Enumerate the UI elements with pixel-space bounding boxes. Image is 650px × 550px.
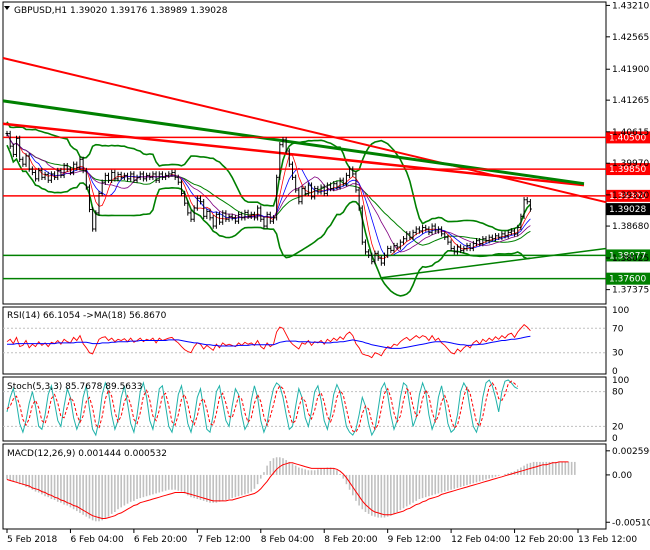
time-axis-label: 8 Feb 04:00 <box>261 535 315 545</box>
stoch-title: Stoch(5,3,3) 85.7678 89.5633 <box>7 382 142 392</box>
macd-axis-label: -0.005104 <box>612 518 650 528</box>
level-label: 1.39300 <box>609 192 646 202</box>
price-panel-frame <box>2 1 607 305</box>
stoch-axis-label: 100 <box>612 376 629 386</box>
level-tag <box>606 272 650 285</box>
rsi-title: RSI(14) 66.1054 ->MA(18) 56.8670 <box>7 311 167 321</box>
macd-title: MACD(12,26,9) 0.001444 0.000532 <box>7 449 167 459</box>
level-tag <box>606 189 650 202</box>
stoch-axis-label: 0 <box>612 434 618 444</box>
stoch-axis-label: 80 <box>612 388 624 398</box>
macd-panel <box>6 457 576 522</box>
time-axis-label: 6 Feb 20:00 <box>134 535 188 545</box>
level-label: 1.39850 <box>609 165 646 175</box>
time-axis-label: 7 Feb 12:00 <box>197 535 251 545</box>
axis-labels: 1.43210 1.42565 1.41900 1.41265 1.40615 1.399… <box>6 1 650 545</box>
macd-signal-line <box>6 461 569 519</box>
rsi-axis-label: 30 <box>612 349 624 359</box>
green-support-trendline <box>381 247 607 279</box>
price-axis-label: 1.41265 <box>612 96 649 106</box>
price-axis-label: 1.43210 <box>612 1 649 11</box>
macd-axis-label: 0.00 <box>612 471 632 481</box>
price-axis-label: 1.38025 <box>612 254 649 264</box>
price-axis-label: 1.40615 <box>612 128 649 138</box>
stoch-panel-frame <box>2 376 607 442</box>
green-trendline <box>2 99 585 186</box>
macd-panel-frame <box>2 443 607 530</box>
bollinger-upper-line <box>6 121 531 232</box>
time-axis-label: 9 Feb 12:00 <box>388 535 442 545</box>
macd-axis-label: 0.002596 <box>612 447 650 457</box>
level-tag <box>606 131 650 144</box>
rsi-panel <box>3 323 606 359</box>
rsi-axis-label: 100 <box>612 306 629 316</box>
last-price-tag <box>606 203 650 216</box>
time-axis-label: 12 Feb 04:00 <box>451 535 510 545</box>
time-axis-label: 12 Feb 20:00 <box>515 535 574 545</box>
price-axis-label: 1.38680 <box>612 222 649 232</box>
stoch-axis-label: 20 <box>612 422 624 432</box>
level-tag <box>606 163 650 176</box>
level-label: 1.40500 <box>609 133 646 143</box>
red-trendline-steep <box>2 57 607 204</box>
rsi-axis-label: 70 <box>612 324 624 334</box>
price-panel: 1.40500 1.39850 1.39300 1.38077 1.37600 <box>2 57 650 297</box>
stoch-main-line <box>6 379 518 437</box>
price-axis-label: 1.39320 <box>612 191 649 201</box>
slow-ma-line <box>6 133 531 253</box>
price-axis-label: 1.42565 <box>612 33 649 43</box>
time-axis-label: 6 Feb 04:00 <box>70 535 124 545</box>
rsi-ma-line <box>7 335 531 349</box>
red-trendline-flat <box>2 122 585 187</box>
rsi-axis-label: 0 <box>612 367 618 377</box>
level-tag <box>606 249 650 262</box>
level-label: 1.37600 <box>609 275 646 285</box>
time-axis-label: 8 Feb 20:00 <box>324 535 378 545</box>
collapse-triangle-icon[interactable] <box>4 6 10 10</box>
main-chart-title: GBPUSD,H1 1.39020 1.39176 1.38989 1.3902… <box>14 6 228 16</box>
price-axis-label: 1.37375 <box>612 286 649 296</box>
stochastic-panel <box>3 379 606 437</box>
price-axis-label: 1.39970 <box>612 159 649 169</box>
level-label: 1.38077 <box>609 251 646 261</box>
last-price-label: 1.39028 <box>609 205 646 215</box>
price-axis-label: 1.41900 <box>612 65 649 75</box>
stoch-signal-line <box>6 380 519 433</box>
time-axis-label: 5 Feb 2018 <box>7 535 58 545</box>
time-axis-label: 13 Feb 12:00 <box>578 535 637 545</box>
